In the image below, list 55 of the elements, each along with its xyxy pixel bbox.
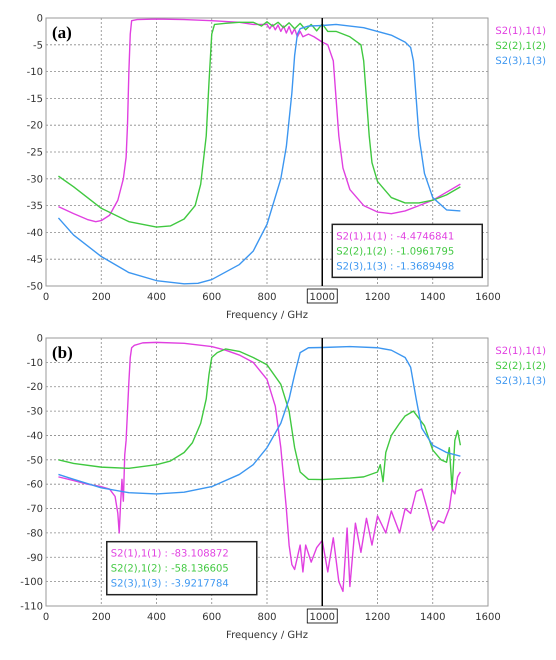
y-tick-label: -100 <box>20 577 43 588</box>
y-tick-label: -50 <box>26 282 43 292</box>
y-tick-label: -10 <box>26 67 43 78</box>
y-tick-label: -80 <box>26 528 43 540</box>
y-tick-label: -20 <box>26 382 43 394</box>
y-tick-label: -10 <box>26 358 43 369</box>
annotation: S2(2),1(2) : -58.136605 <box>110 564 229 575</box>
y-tick-label: -70 <box>26 504 43 516</box>
x-tick-label: 400 <box>146 292 166 303</box>
chart-title: (a) <box>52 23 72 42</box>
chart-title: (b) <box>52 343 73 362</box>
y-tick-label: -35 <box>26 201 43 212</box>
text: S2(2),1(2) <box>495 41 546 52</box>
y-tick-label: -45 <box>26 254 43 266</box>
y-tick-label: -90 <box>26 552 43 564</box>
text: S2(3),1(3) <box>495 376 546 387</box>
x-tick-label: 1400 <box>420 612 446 623</box>
y-tick-label: -110 <box>20 602 43 612</box>
x-tick-label: 1400 <box>420 292 446 303</box>
ref-line-label: 1000 <box>310 292 335 303</box>
text: S2(1),1(1) <box>495 26 546 37</box>
y-tick-label: -20 <box>26 120 43 132</box>
x-axis-title: Frequency / GHz <box>226 630 308 641</box>
x-tick-label: 200 <box>92 612 111 623</box>
y-tick-label: -60 <box>26 480 43 491</box>
annotation: S2(1),1(1) : -83.108872 <box>110 548 229 560</box>
x-tick-label: 200 <box>92 292 111 303</box>
x-tick-label: 800 <box>257 612 277 623</box>
y-tick-label: -25 <box>26 148 43 158</box>
x-tick-label: 1600 <box>475 612 501 623</box>
x-tick-label: 1200 <box>364 292 390 303</box>
x-tick-label: 600 <box>202 612 222 623</box>
x-tick-label: 600 <box>202 292 222 303</box>
annotation: S2(3),1(3) : -1.3689498 <box>336 261 454 272</box>
y-tick-label: -40 <box>26 430 43 442</box>
y-tick-label: -30 <box>26 174 43 186</box>
annotation: S2(2),1(2) : -1.0961795 <box>336 246 454 258</box>
y-tick-label: -15 <box>26 94 43 105</box>
x-tick-label: 1600 <box>475 292 501 303</box>
annotation: S2(1),1(1) : -4.4746841 <box>336 231 454 242</box>
y-tick-label: 0 <box>36 334 43 344</box>
x-tick-label: 400 <box>146 612 166 623</box>
ref-line-label: 1000 <box>310 612 335 623</box>
y-tick-label: -30 <box>26 406 43 418</box>
x-tick-label: 1200 <box>364 612 390 623</box>
text: S2(1),1(1) <box>495 346 546 357</box>
y-tick-label: -40 <box>26 228 43 239</box>
text: S2(3),1(3) <box>495 56 546 67</box>
y-tick-label: -50 <box>26 455 43 466</box>
y-tick-label: 0 <box>36 14 43 24</box>
annotation: S2(3),1(3) : -3.9217784 <box>110 578 229 590</box>
x-axis-title: Frequency / GHz <box>226 310 308 321</box>
x-tick-label: 800 <box>257 292 277 303</box>
y-tick-label: -5 <box>33 40 43 52</box>
text: S2(2),1(2) <box>495 361 546 372</box>
